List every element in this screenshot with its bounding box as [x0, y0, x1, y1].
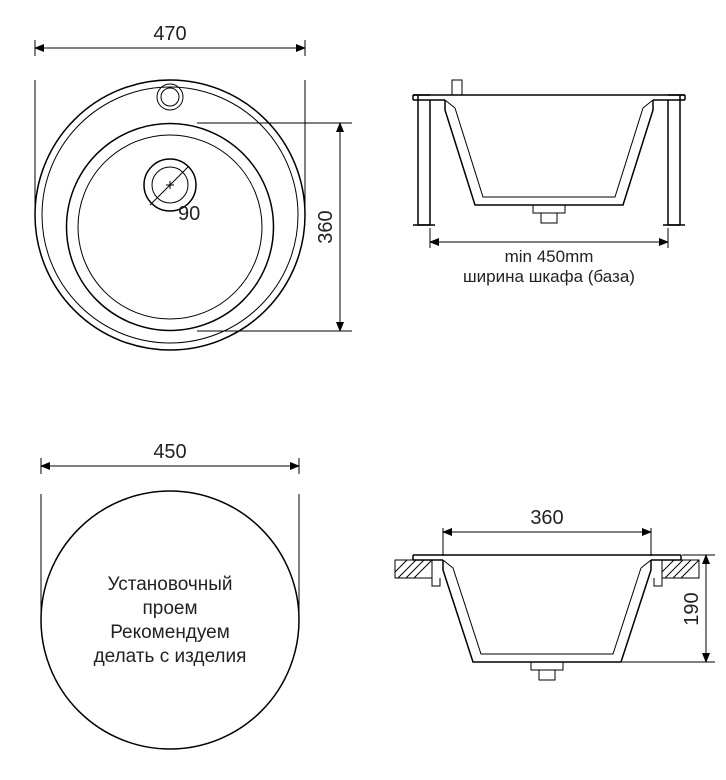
side-view: min 450mm ширина шкафа (база): [413, 80, 685, 286]
dim-450-label: 450: [153, 441, 186, 463]
dim-cabinet-l1: min 450mm: [505, 247, 594, 266]
dim-90-label: 90: [178, 203, 200, 225]
dim-cabinet-l2: ширина шкафа (база): [463, 267, 635, 286]
dim-cabinet: min 450mm ширина шкафа (база): [430, 228, 668, 286]
cutout-text-1: Установочный: [107, 574, 232, 595]
counter-left: [395, 560, 432, 578]
dim-90: 90: [150, 185, 200, 225]
dim-i360-label: 360: [530, 507, 563, 529]
dim-i360: 360: [443, 507, 651, 556]
dim-190: 190: [622, 555, 715, 662]
cutout-text-2: проем: [142, 598, 197, 619]
dim-470-label: 470: [153, 23, 186, 45]
install-side-view: 360 190: [395, 507, 715, 680]
top-view: 470 360 90: [35, 23, 352, 350]
dim-360-label: 360: [315, 210, 337, 243]
cutout-text-3: Рекомендуем: [110, 622, 230, 643]
dim-190-label: 190: [681, 592, 703, 625]
counter-right: [662, 560, 699, 578]
cutout-text-4: делать с изделия: [94, 646, 247, 667]
cutout-view: 450 Установочный проем Рекомендуем делат…: [41, 441, 299, 749]
